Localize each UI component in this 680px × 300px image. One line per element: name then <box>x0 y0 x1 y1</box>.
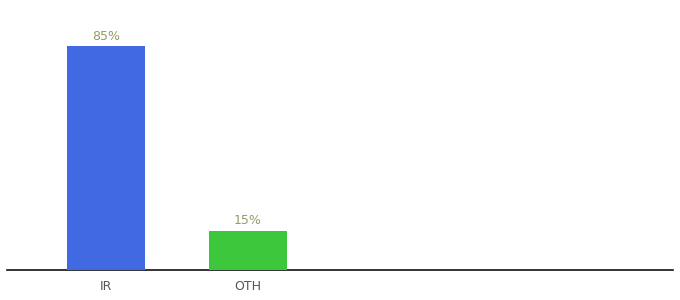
Text: 85%: 85% <box>92 29 120 43</box>
Bar <box>209 231 287 270</box>
Bar <box>67 46 145 270</box>
Text: 15%: 15% <box>234 214 262 227</box>
